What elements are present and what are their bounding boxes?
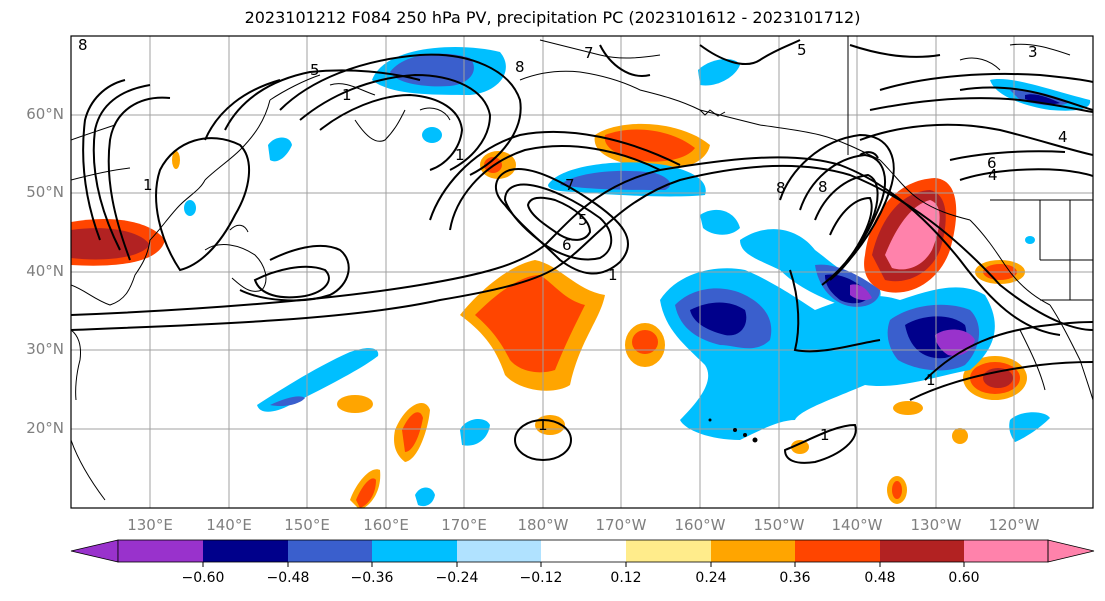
contour-label: 1 xyxy=(143,176,153,194)
lon-label-150e: 150°E xyxy=(284,516,330,534)
contour-label: 1 xyxy=(455,146,465,164)
lon-label-140e: 140°E xyxy=(206,516,252,534)
map-frame xyxy=(70,35,1094,509)
contour-label: 4 xyxy=(1058,128,1068,146)
colorbar-segment xyxy=(964,540,1048,562)
lat-label-30n: 30°N xyxy=(26,340,64,358)
colorbar-tick-label: −0.60 xyxy=(181,570,225,586)
contour-label: 5 xyxy=(578,211,588,229)
colorbar-segment xyxy=(626,540,711,562)
lon-label-160e: 160°E xyxy=(363,516,409,534)
graticule xyxy=(71,36,1093,508)
contour-label: 7 xyxy=(584,44,594,62)
precip-shading xyxy=(71,47,1091,508)
contour-label: 5 xyxy=(310,61,320,79)
colorbar-tick-label: −0.36 xyxy=(350,570,394,586)
colorbar-tick-label: 0.60 xyxy=(948,570,980,586)
colorbar-segment xyxy=(457,540,541,562)
lat-label-40n: 40°N xyxy=(26,262,64,280)
colorbar-segment xyxy=(118,540,203,562)
colorbar-tick-label: 0.12 xyxy=(610,570,642,586)
lat-label-60n: 60°N xyxy=(26,105,64,123)
contour-label: 1 xyxy=(538,416,548,434)
colorbar-tick-label: 0.36 xyxy=(779,570,811,586)
colorbar-segment xyxy=(203,540,288,562)
colorbar-segment xyxy=(541,540,626,562)
lon-label-150w: 150°W xyxy=(753,516,805,534)
contour-label: 8 xyxy=(515,58,525,76)
lon-label-130e: 130°E xyxy=(127,516,173,534)
contour-label: 6 xyxy=(987,154,997,172)
lon-label-170w: 170°W xyxy=(595,516,647,534)
colorbar-segment xyxy=(711,540,795,562)
lon-label-170e: 170°E xyxy=(441,516,487,534)
lon-label-180w: 180°W xyxy=(517,516,569,534)
lon-label-140w: 140°W xyxy=(831,516,883,534)
contour-label: 1 xyxy=(608,266,618,284)
lat-label-20n: 20°N xyxy=(26,419,64,437)
contour-labels: 8 5 1 8 1 7 5 6 1 8 8 7 5 6 4 3 4 1 1 1 … xyxy=(78,36,1068,444)
contour-label: 8 xyxy=(818,178,828,196)
contour-label: 4 xyxy=(988,166,998,184)
contour-label: 1 xyxy=(926,371,936,389)
colorbar-segment xyxy=(880,540,964,562)
colorbar-segment xyxy=(795,540,880,562)
colorbar-tick-label: −0.12 xyxy=(519,570,563,586)
contour-label: 3 xyxy=(1028,43,1038,61)
lat-label-50n: 50°N xyxy=(26,183,64,201)
contour-label: 5 xyxy=(797,41,807,59)
contour-label: 8 xyxy=(78,36,88,54)
coastlines xyxy=(71,36,1093,501)
pv-contours xyxy=(71,39,1093,464)
map-title: 2023101212 F084 250 hPa PV, precipitatio… xyxy=(244,8,861,27)
colorbar-tick-label: 0.48 xyxy=(864,570,896,586)
colorbar-tick-label: 0.24 xyxy=(695,570,727,586)
contour-label: 7 xyxy=(565,176,575,194)
lon-label-160w: 160°W xyxy=(674,516,726,534)
colorbar-extend-left xyxy=(70,539,119,563)
colorbar-segment xyxy=(288,540,372,562)
colorbar xyxy=(70,539,1095,567)
contour-label: 6 xyxy=(562,236,572,254)
contour-label: 8 xyxy=(776,179,786,197)
colorbar-tick-label: −0.48 xyxy=(266,570,310,586)
contour-label: 1 xyxy=(820,426,830,444)
colorbar-tick-label: −0.24 xyxy=(435,570,479,586)
colorbar-segment xyxy=(372,540,457,562)
lon-label-120w: 120°W xyxy=(988,516,1040,534)
colorbar-extend-right xyxy=(1047,539,1095,563)
lon-label-130w: 130°W xyxy=(910,516,962,534)
contour-label: 1 xyxy=(342,86,352,104)
